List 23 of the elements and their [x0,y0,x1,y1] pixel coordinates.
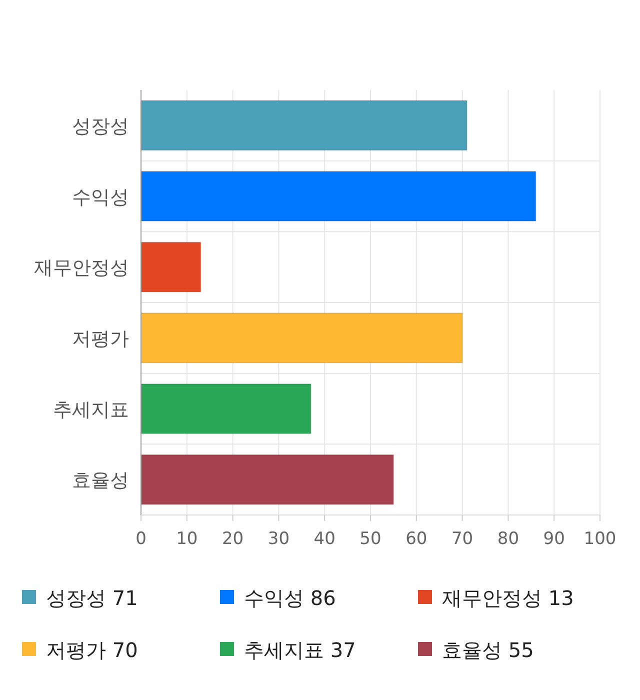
x-tick-label: 70 [451,529,474,549]
x-tick-label: 40 [314,529,336,549]
legend-label: 성장성 71 [46,586,138,610]
y-tick-label: 효율성 [72,470,129,492]
y-tick-label: 저평가 [72,328,129,350]
legend-label: 추세지표 37 [244,638,356,662]
y-tick-label: 재무안정성 [34,257,129,280]
x-tick-label: 20 [222,529,244,549]
x-tick-label: 100 [584,529,616,549]
y-tick-label: 성장성 [72,115,129,138]
x-tick-label: 90 [543,529,565,549]
y-tick-label: 수익성 [72,186,129,208]
legend-label: 수익성 86 [244,586,336,610]
x-tick-label: 10 [176,529,198,549]
x-tick-label: 80 [497,529,520,549]
legend-label: 저평가 70 [46,638,138,662]
x-tick-label: 60 [406,529,428,549]
x-tick-label: 50 [360,529,382,549]
y-tick-label: 추세지표 [53,398,129,421]
legend-label: 효율성 55 [442,638,534,662]
x-tick-label: 30 [268,529,290,549]
x-tick-label: 0 [136,529,146,549]
legend-label: 재무안정성 13 [442,586,574,610]
